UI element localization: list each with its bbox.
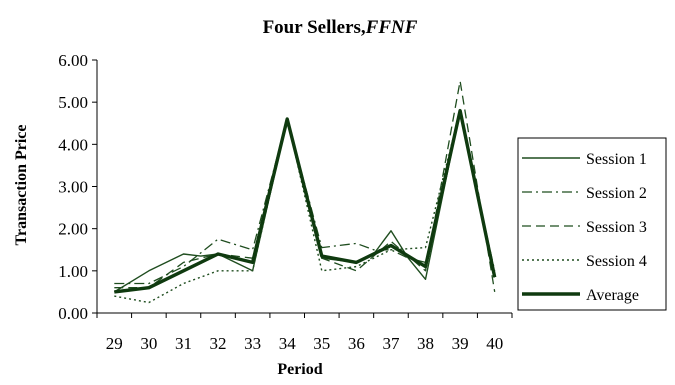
y-tick-label: 3.00 xyxy=(58,178,88,197)
series-line-5 xyxy=(114,108,497,294)
x-tick-label: 39 xyxy=(452,334,469,353)
x-tick-labels: 29 30 31 32 33 34 35 36 37 38 39 40 xyxy=(106,334,503,353)
legend-label-4: Session 4 xyxy=(586,253,647,270)
x-tick-label: 29 xyxy=(106,334,123,353)
series-lines xyxy=(113,80,497,304)
legend-label-3: Session 3 xyxy=(586,219,647,236)
y-tick-label: 2.00 xyxy=(58,220,88,239)
chart-title-main: Four Sellers, xyxy=(263,17,366,38)
y-tick-labels: 0.00 1.00 2.00 3.00 4.00 5.00 6.00 xyxy=(58,51,88,323)
x-tick-label: 33 xyxy=(244,334,261,353)
y-tick-label: 6.00 xyxy=(58,51,88,70)
y-tick-label: 0.00 xyxy=(58,304,88,323)
y-axis-label-group: Transaction Price xyxy=(13,124,30,245)
legend: Session 1 Session 2 Session 3 Session 4 Aver… xyxy=(517,137,667,311)
series-line-2 xyxy=(114,114,496,285)
x-tick-label: 38 xyxy=(417,334,434,353)
x-tick-label: 31 xyxy=(175,334,192,353)
x-axis-label: Period xyxy=(277,361,322,378)
x-tick-label: 36 xyxy=(348,334,365,353)
x-tick-label: 34 xyxy=(279,334,297,353)
x-tick-label: 40 xyxy=(486,334,503,353)
y-tick-label: 5.00 xyxy=(58,93,88,112)
legend-label-1: Session 1 xyxy=(586,151,647,168)
x-tick-label: 30 xyxy=(140,334,157,353)
legend-label-5: Average xyxy=(586,287,639,304)
legend-items: Session 1 Session 2 Session 3 Session 4 Aver… xyxy=(522,151,647,304)
x-tick-label: 35 xyxy=(313,334,330,353)
axes xyxy=(92,59,513,318)
x-tick-label: 32 xyxy=(210,334,227,353)
legend-box xyxy=(517,137,667,311)
y-tick-label: 1.00 xyxy=(58,262,88,281)
y-axis-label: Transaction Price xyxy=(13,124,30,245)
x-tick-label: 37 xyxy=(382,334,400,353)
y-tick-label: 4.00 xyxy=(58,135,88,154)
chart-title-italic: FFNF xyxy=(365,17,418,38)
legend-label-2: Session 2 xyxy=(586,185,647,202)
chart-title: Four Sellers,FFNF xyxy=(263,17,418,38)
